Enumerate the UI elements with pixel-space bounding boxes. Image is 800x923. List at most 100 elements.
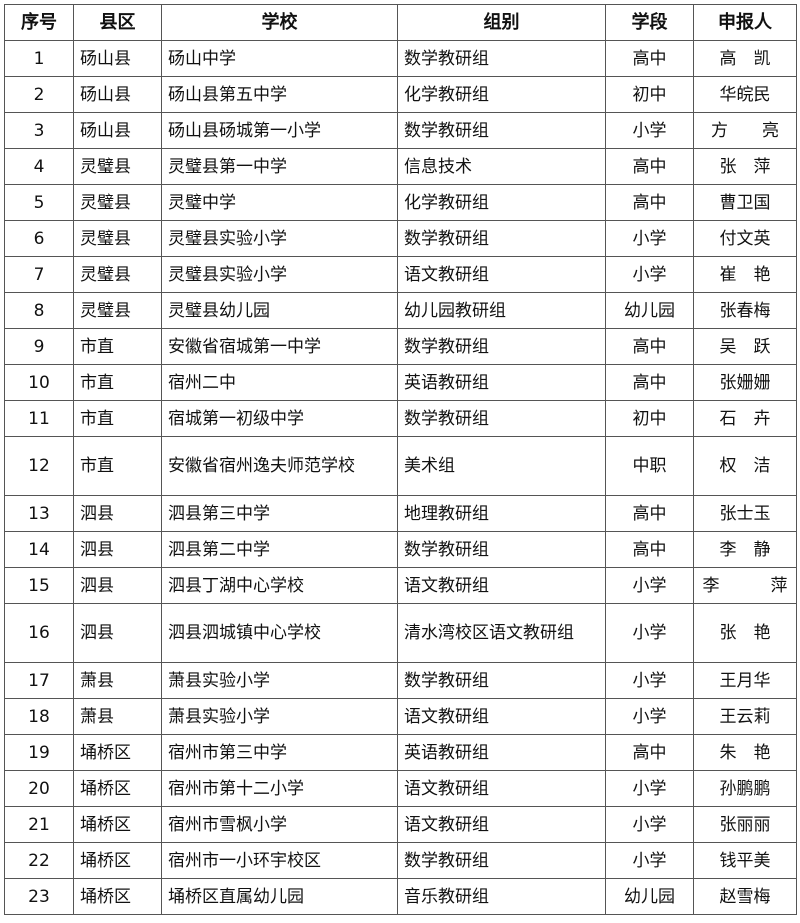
cell-group: 数学教研组 <box>397 328 606 365</box>
cell-group: 数学教研组 <box>397 112 606 149</box>
cell-county: 砀山县 <box>73 76 162 113</box>
cell-county: 埇桥区 <box>73 734 162 771</box>
table-row: 3 砀山县 砀山县砀城第一小学 数学教研组 小学方 亮 <box>4 112 797 149</box>
cell-applicant: 曹卫国 <box>693 184 797 221</box>
table-row: 7 灵璧县 灵璧县实验小学 语文教研组 小学崔 艳 <box>4 256 797 293</box>
cell-level: 初中 <box>605 400 694 437</box>
cell-school: 灵璧中学 <box>161 184 398 221</box>
cell-school: 灵璧县幼儿园 <box>161 292 398 329</box>
cell-applicant: 吴 跃 <box>693 328 797 365</box>
cell-applicant: 王月华 <box>693 662 797 699</box>
cell-county: 埇桥区 <box>73 878 162 915</box>
header-applicant: 申报人 <box>693 4 797 41</box>
cell-school: 宿城第一初级中学 <box>161 400 398 437</box>
cell-index: 14 <box>4 531 74 568</box>
cell-school: 宿州二中 <box>161 364 398 401</box>
cell-applicant: 张士玉 <box>693 495 797 532</box>
table-row: 16 泗县 泗县泗城镇中心学校 清水湾校区语文教研组 小学张 艳 <box>4 603 797 663</box>
cell-applicant: 李 静 <box>693 531 797 568</box>
cell-level: 高中 <box>605 495 694 532</box>
cell-index: 6 <box>4 220 74 257</box>
table-row: 23 埇桥区 埇桥区直属幼儿园 音乐教研组 幼儿园 赵雪梅 <box>4 878 797 915</box>
cell-applicant: 石 卉 <box>693 400 797 437</box>
cell-applicant: 张 萍 <box>693 148 797 185</box>
cell-county: 埇桥区 <box>73 842 162 879</box>
cell-applicant: 李 萍 <box>693 567 797 604</box>
cell-school: 萧县实验小学 <box>161 662 398 699</box>
cell-county: 泗县 <box>73 567 162 604</box>
cell-school: 灵璧县实验小学 <box>161 220 398 257</box>
cell-group: 语文教研组 <box>397 770 606 807</box>
header-group: 组别 <box>397 4 606 41</box>
cell-applicant: 钱平美 <box>693 842 797 879</box>
cell-group: 英语教研组 <box>397 734 606 771</box>
cell-school: 砀山县第五中学 <box>161 76 398 113</box>
cell-school: 宿州市第十二小学 <box>161 770 398 807</box>
cell-index: 17 <box>4 662 74 699</box>
cell-level: 幼儿园 <box>605 878 694 915</box>
cell-index: 23 <box>4 878 74 915</box>
cell-level: 小学 <box>605 603 694 663</box>
cell-level: 初中 <box>605 76 694 113</box>
table-row: 15 泗县 泗县丁湖中心学校 语文教研组 小学李 萍 <box>4 567 797 604</box>
cell-school: 泗县丁湖中心学校 <box>161 567 398 604</box>
cell-group: 音乐教研组 <box>397 878 606 915</box>
header-school: 学校 <box>161 4 398 41</box>
cell-group: 数学教研组 <box>397 531 606 568</box>
table-row: 5 灵璧县 灵璧中学 化学教研组 高中 曹卫国 <box>4 184 797 221</box>
cell-county: 砀山县 <box>73 112 162 149</box>
table-row: 12 市直 安徽省宿州逸夫师范学校 美术组 中职权 洁 <box>4 436 797 496</box>
cell-county: 萧县 <box>73 662 162 699</box>
cell-group: 化学教研组 <box>397 184 606 221</box>
cell-county: 埇桥区 <box>73 806 162 843</box>
cell-applicant: 赵雪梅 <box>693 878 797 915</box>
cell-county: 市直 <box>73 364 162 401</box>
cell-county: 泗县 <box>73 603 162 663</box>
cell-group: 语文教研组 <box>397 698 606 735</box>
cell-level: 小学 <box>605 220 694 257</box>
cell-school: 砀山中学 <box>161 40 398 77</box>
cell-group: 地理教研组 <box>397 495 606 532</box>
cell-county: 市直 <box>73 436 162 496</box>
cell-group: 幼儿园教研组 <box>397 292 606 329</box>
table-row: 19 埇桥区 宿州市第三中学 英语教研组 高中朱 艳 <box>4 734 797 771</box>
cell-school: 宿州市第三中学 <box>161 734 398 771</box>
cell-school: 泗县泗城镇中心学校 <box>161 603 398 663</box>
cell-applicant: 王云莉 <box>693 698 797 735</box>
cell-school: 泗县第三中学 <box>161 495 398 532</box>
cell-applicant: 张春梅 <box>693 292 797 329</box>
cell-school: 埇桥区直属幼儿园 <box>161 878 398 915</box>
cell-school: 泗县第二中学 <box>161 531 398 568</box>
cell-index: 9 <box>4 328 74 365</box>
cell-index: 15 <box>4 567 74 604</box>
cell-applicant: 付文英 <box>693 220 797 257</box>
cell-applicant: 张 艳 <box>693 603 797 663</box>
cell-level: 高中 <box>605 148 694 185</box>
cell-group: 美术组 <box>397 436 606 496</box>
cell-applicant: 孙鹏鹏 <box>693 770 797 807</box>
cell-county: 砀山县 <box>73 40 162 77</box>
table-row: 8 灵璧县 灵璧县幼儿园 幼儿园教研组 幼儿园 张春梅 <box>4 292 797 329</box>
table-row: 21 埇桥区 宿州市雪枫小学 语文教研组 小学 张丽丽 <box>4 806 797 843</box>
cell-level: 小学 <box>605 256 694 293</box>
cell-index: 20 <box>4 770 74 807</box>
cell-index: 22 <box>4 842 74 879</box>
cell-applicant: 华皖民 <box>693 76 797 113</box>
cell-index: 7 <box>4 256 74 293</box>
table-row: 13 泗县 泗县第三中学 地理教研组 高中 张士玉 <box>4 495 797 532</box>
cell-group: 语文教研组 <box>397 256 606 293</box>
cell-county: 萧县 <box>73 698 162 735</box>
cell-county: 灵璧县 <box>73 220 162 257</box>
cell-index: 2 <box>4 76 74 113</box>
cell-level: 幼儿园 <box>605 292 694 329</box>
cell-level: 高中 <box>605 734 694 771</box>
cell-level: 中职 <box>605 436 694 496</box>
table-row: 20 埇桥区 宿州市第十二小学 语文教研组 小学 孙鹏鹏 <box>4 770 797 807</box>
cell-index: 5 <box>4 184 74 221</box>
cell-group: 数学教研组 <box>397 40 606 77</box>
table-row: 10 市直 宿州二中 英语教研组 高中 张姗姗 <box>4 364 797 401</box>
cell-level: 高中 <box>605 531 694 568</box>
cell-index: 11 <box>4 400 74 437</box>
cell-level: 高中 <box>605 184 694 221</box>
cell-school: 宿州市一小环宇校区 <box>161 842 398 879</box>
